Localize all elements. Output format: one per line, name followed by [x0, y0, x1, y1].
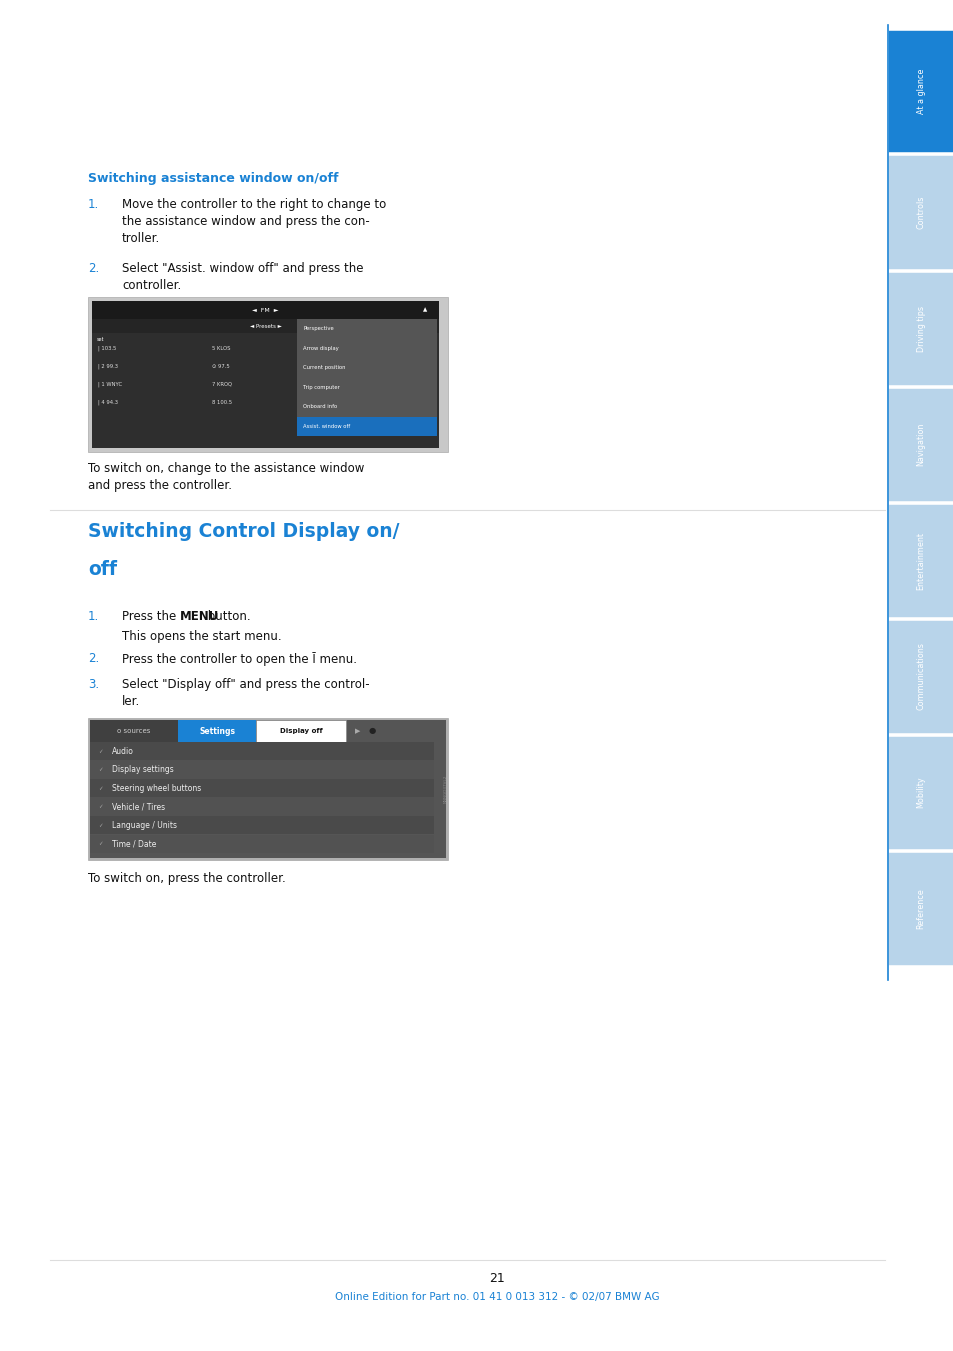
- Text: To switch on, press the controller.: To switch on, press the controller.: [88, 871, 286, 885]
- Bar: [90, 720, 178, 742]
- Text: 2.: 2.: [88, 262, 99, 276]
- Text: This opens the start menu.: This opens the start menu.: [122, 630, 281, 643]
- Bar: [90, 797, 434, 816]
- Bar: [178, 720, 255, 742]
- Bar: [887, 30, 953, 153]
- Text: ▲: ▲: [422, 308, 427, 312]
- Text: Entertainment: Entertainment: [916, 531, 924, 589]
- Text: Trip computer: Trip computer: [303, 385, 339, 389]
- Text: 8 100.5: 8 100.5: [212, 400, 232, 404]
- Text: Perspective: Perspective: [303, 326, 334, 331]
- Text: ⊙ 97.5: ⊙ 97.5: [212, 363, 230, 369]
- Text: Switching assistance window on/off: Switching assistance window on/off: [88, 172, 338, 185]
- Text: Select "Display off" and press the control-
ler.: Select "Display off" and press the contr…: [122, 678, 369, 708]
- Text: ✓: ✓: [98, 823, 103, 828]
- Text: o sources: o sources: [117, 728, 151, 734]
- Text: Navigation: Navigation: [916, 423, 924, 466]
- Bar: [88, 717, 448, 861]
- Text: Onboard info: Onboard info: [303, 404, 336, 409]
- Text: button.: button.: [203, 611, 250, 623]
- Bar: [90, 835, 434, 852]
- Bar: [296, 377, 436, 397]
- Bar: [91, 301, 438, 449]
- Text: 3.: 3.: [88, 678, 99, 690]
- Text: ✓: ✓: [98, 804, 103, 809]
- Text: Switching Control Display on/: Switching Control Display on/: [88, 521, 399, 540]
- Text: Controls: Controls: [916, 196, 924, 228]
- Text: ●: ●: [368, 727, 375, 735]
- Text: | 1 WNYC: | 1 WNYC: [98, 381, 122, 386]
- Text: | 2 99.3: | 2 99.3: [98, 363, 118, 369]
- Text: Select "Assist. window off" and press the
controller.: Select "Assist. window off" and press th…: [122, 262, 363, 292]
- Bar: [88, 297, 448, 453]
- Bar: [887, 852, 953, 965]
- Text: Press the controller to open the Ī menu.: Press the controller to open the Ī menu.: [122, 653, 356, 666]
- Bar: [887, 272, 953, 385]
- Text: ◄  FM  ►: ◄ FM ►: [252, 308, 278, 312]
- Text: MENU: MENU: [179, 611, 218, 623]
- Text: 1.: 1.: [88, 199, 99, 211]
- Bar: [90, 720, 446, 858]
- Text: Time / Date: Time / Date: [112, 839, 156, 848]
- Text: Steering wheel buttons: Steering wheel buttons: [112, 784, 201, 793]
- Bar: [90, 780, 434, 797]
- Text: Display settings: Display settings: [112, 765, 173, 774]
- Text: Move the controller to the right to change to
the assistance window and press th: Move the controller to the right to chan…: [122, 199, 386, 245]
- Text: To switch on, change to the assistance window
and press the controller.: To switch on, change to the assistance w…: [88, 462, 364, 492]
- Bar: [887, 736, 953, 848]
- Bar: [887, 504, 953, 617]
- Bar: [296, 319, 436, 339]
- Text: Communications: Communications: [916, 643, 924, 711]
- Text: Vehicle / Tires: Vehicle / Tires: [112, 802, 165, 811]
- Text: Language / Units: Language / Units: [112, 821, 177, 830]
- Text: Display off: Display off: [279, 728, 322, 734]
- Bar: [90, 742, 434, 761]
- Text: Assist. window off: Assist. window off: [303, 424, 350, 428]
- Bar: [887, 155, 953, 269]
- Text: | 4 94.3: | 4 94.3: [98, 400, 118, 405]
- Text: ✓: ✓: [98, 786, 103, 790]
- Text: Mobility: Mobility: [916, 777, 924, 808]
- Text: 7 KROQ: 7 KROQ: [212, 381, 232, 386]
- Text: Press the: Press the: [122, 611, 180, 623]
- Bar: [90, 761, 434, 780]
- Text: ✓: ✓: [98, 842, 103, 846]
- Text: set: set: [97, 336, 105, 342]
- Text: ▶: ▶: [355, 728, 360, 734]
- Bar: [296, 339, 436, 358]
- Text: Reference: Reference: [916, 888, 924, 929]
- Text: NNNGD37VL2: NNNGD37VL2: [443, 775, 448, 804]
- Bar: [90, 816, 434, 835]
- Text: Driving tips: Driving tips: [916, 305, 924, 351]
- Text: 21: 21: [489, 1273, 504, 1285]
- Text: Settings: Settings: [199, 727, 234, 735]
- Text: 1.: 1.: [88, 611, 99, 623]
- Bar: [296, 416, 436, 436]
- Text: ✓: ✓: [98, 748, 103, 754]
- Text: Current position: Current position: [303, 365, 345, 370]
- Text: ✓: ✓: [98, 767, 103, 773]
- Bar: [296, 397, 436, 416]
- Bar: [91, 319, 438, 332]
- Text: off: off: [88, 561, 117, 580]
- Text: Audio: Audio: [112, 747, 133, 755]
- Text: 2.: 2.: [88, 653, 99, 665]
- Bar: [887, 620, 953, 734]
- Text: At a glance: At a glance: [916, 69, 924, 113]
- Bar: [887, 388, 953, 501]
- Text: 5 KLOS: 5 KLOS: [212, 346, 231, 350]
- Text: Arrow display: Arrow display: [303, 346, 338, 351]
- Text: | 103.5: | 103.5: [98, 346, 116, 351]
- Text: ◄ Presets ►: ◄ Presets ►: [250, 323, 281, 328]
- Bar: [255, 720, 346, 742]
- Bar: [296, 358, 436, 377]
- Text: Online Edition for Part no. 01 41 0 013 312 - © 02/07 BMW AG: Online Edition for Part no. 01 41 0 013 …: [335, 1292, 659, 1302]
- Bar: [91, 301, 438, 319]
